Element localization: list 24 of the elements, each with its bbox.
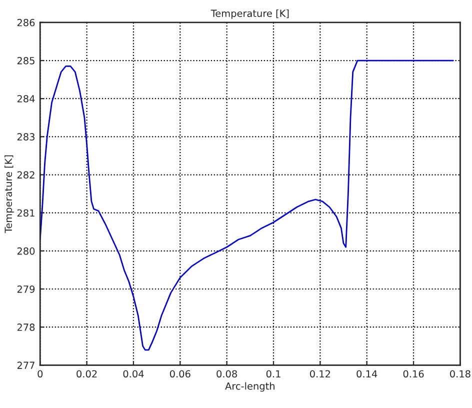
y-tick-label: 282	[17, 171, 34, 179]
x-tick-label: 0.08	[216, 370, 237, 378]
y-tick-label: 280	[17, 247, 35, 255]
chart-title: Temperature [K]	[210, 9, 289, 19]
y-tick-label: 285	[17, 57, 34, 64]
x-tick-label: 0.02	[76, 370, 97, 378]
y-tick-label: 277	[17, 362, 34, 369]
x-tick-label: 0.14	[356, 370, 378, 378]
x-tick-label: 0.16	[403, 370, 424, 378]
y-tick-label: 284	[17, 95, 35, 102]
x-tick-label: 0.12	[310, 370, 330, 378]
y-tick-label: 278	[17, 324, 35, 331]
y-tick-label: 281	[17, 209, 34, 217]
line-series	[40, 60, 454, 351]
y-tick-label: 279	[17, 285, 35, 293]
y-tick-label: 283	[17, 133, 34, 141]
x-tick-label: 0.1	[266, 370, 280, 378]
x-tick-label: 0.18	[450, 370, 470, 378]
x-tick-label: 0	[38, 370, 43, 378]
y-axis-title: Temperature [K]	[4, 155, 14, 234]
x-tick-label: 0.04	[123, 370, 144, 378]
x-tick-label: 0.06	[170, 370, 190, 378]
x-axis-title: Arc-length	[225, 382, 274, 392]
y-tick-label: 286	[17, 18, 35, 26]
